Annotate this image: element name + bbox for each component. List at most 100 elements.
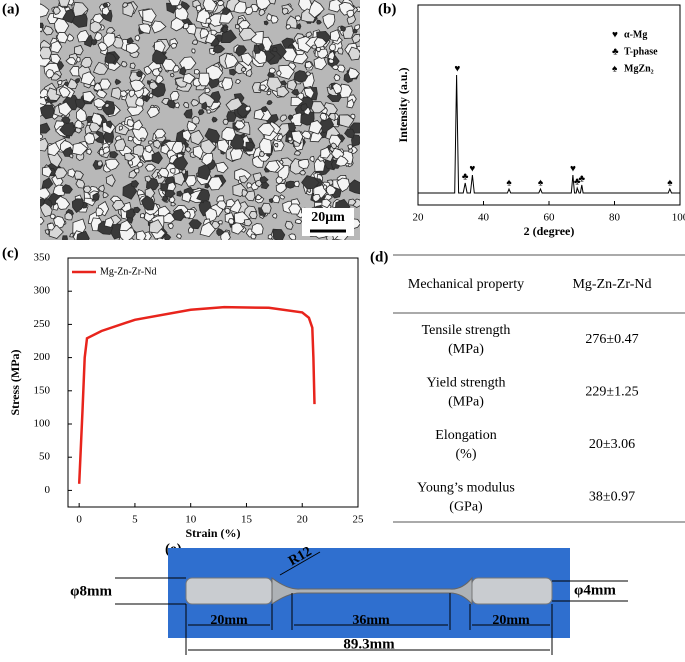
y-tick-label: 50 <box>39 451 51 463</box>
grain <box>316 19 322 25</box>
grain <box>127 136 134 142</box>
y-axis-label: Intensity (a.u.) <box>396 67 410 142</box>
grain <box>339 25 347 32</box>
dimension: 89.3mm <box>343 636 395 652</box>
grain <box>58 86 71 98</box>
grain <box>138 23 152 34</box>
x-axis-label: Strain (%) <box>186 526 241 540</box>
dimension: 20mm <box>492 613 530 628</box>
dimension: 20mm <box>210 613 248 628</box>
grain <box>125 42 140 54</box>
grain <box>175 233 182 239</box>
grain <box>47 142 61 157</box>
grain <box>201 153 214 166</box>
y-tick-label: 300 <box>34 285 51 297</box>
grain <box>69 65 81 77</box>
grain <box>351 134 360 147</box>
peak-marker: ♠ <box>506 177 512 188</box>
grain <box>322 13 336 30</box>
grain <box>183 22 190 30</box>
x-tick-label: 15 <box>241 514 253 526</box>
grain <box>124 152 136 162</box>
grain <box>349 179 360 195</box>
grain <box>152 49 168 65</box>
grain <box>74 119 83 129</box>
grain <box>164 233 172 240</box>
grain <box>192 145 204 160</box>
grain <box>41 177 54 189</box>
grain <box>288 233 297 240</box>
grain <box>151 151 163 165</box>
grain <box>95 89 108 99</box>
grain <box>176 4 183 10</box>
grain <box>273 142 279 148</box>
grain <box>233 1 247 14</box>
dimension: φ8mm <box>70 583 112 599</box>
grain <box>169 90 180 102</box>
grain <box>244 190 256 202</box>
grain <box>266 100 273 106</box>
grain <box>330 142 338 149</box>
grain <box>59 121 76 137</box>
grain <box>153 139 162 150</box>
grain <box>104 52 117 64</box>
grain <box>225 97 243 112</box>
grain <box>272 138 285 152</box>
dimension: φ4mm <box>574 582 616 598</box>
grain <box>211 116 218 123</box>
grain <box>354 24 360 31</box>
grain <box>158 66 163 73</box>
grain <box>132 119 143 131</box>
grain <box>40 216 45 225</box>
x-axis-label: 2 (degree) <box>524 224 575 238</box>
grain <box>41 166 53 178</box>
grain <box>171 141 184 155</box>
table-cell: Elongation <box>435 428 496 443</box>
grain <box>57 101 73 117</box>
grain <box>133 206 141 214</box>
grain <box>248 210 258 220</box>
grain <box>52 6 61 15</box>
grain <box>294 218 303 225</box>
grain <box>76 230 90 240</box>
grain <box>275 176 284 185</box>
grain <box>240 133 245 139</box>
grain <box>128 89 136 98</box>
table-cell: 276±0.47 <box>585 332 638 347</box>
grain <box>234 120 246 130</box>
grain <box>337 47 344 55</box>
grain <box>293 180 300 188</box>
grain <box>246 182 253 189</box>
grain <box>255 193 263 201</box>
grain <box>313 37 327 49</box>
grain <box>61 235 68 240</box>
grain <box>47 152 63 169</box>
grain <box>205 64 224 81</box>
grain <box>260 202 272 214</box>
grain <box>275 183 287 194</box>
grain <box>204 87 211 94</box>
grain <box>82 90 96 103</box>
grain <box>216 0 225 7</box>
grain <box>133 168 140 174</box>
grain <box>204 183 211 189</box>
grain <box>321 198 332 209</box>
grain <box>259 151 265 157</box>
grain <box>290 130 304 145</box>
grain <box>225 198 236 208</box>
grain <box>86 148 93 155</box>
grain <box>92 192 100 201</box>
grain <box>103 217 114 228</box>
grain <box>134 34 141 42</box>
grain <box>221 29 237 43</box>
grain <box>287 136 293 142</box>
grain <box>322 184 328 190</box>
grain <box>95 207 104 217</box>
grain <box>221 77 234 91</box>
x-tick-label: 100 <box>672 212 685 224</box>
peak-marker: ♥ <box>454 63 460 74</box>
table-header: Mg-Zn-Zr-Nd <box>572 277 651 292</box>
grain <box>101 5 111 16</box>
grain <box>238 175 249 184</box>
grain <box>317 48 329 59</box>
